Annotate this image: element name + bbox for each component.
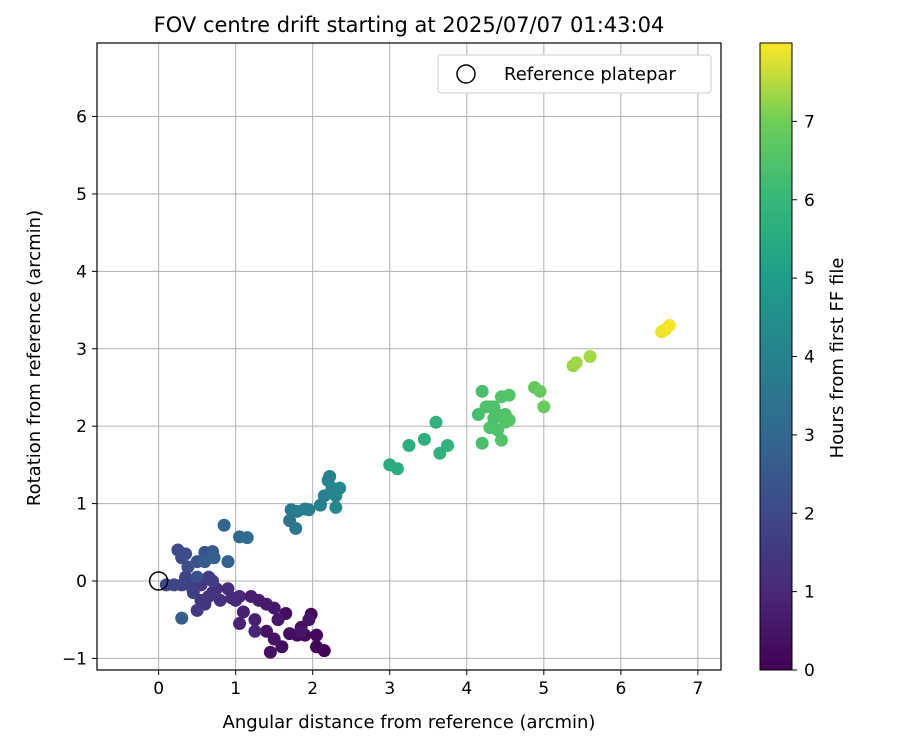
scatter-point: [441, 439, 455, 453]
scatter-point: [310, 628, 324, 642]
reference-platepar-marker: [148, 571, 169, 591]
scatter-point: [429, 415, 443, 429]
x-tick-label: 1: [230, 679, 241, 699]
y-tick-label: 6: [76, 108, 87, 128]
scatter-point: [483, 421, 497, 435]
colorbar-tick-label: 0: [804, 661, 815, 681]
scatter-point: [248, 613, 262, 627]
plot-frame: [96, 42, 722, 671]
scatter-point: [175, 611, 189, 625]
x-tick-label: 5: [538, 679, 549, 699]
legend-marker-icon: [456, 64, 476, 84]
scatter-point: [217, 518, 231, 532]
x-tick-label: 2: [307, 679, 318, 699]
scatter-point: [263, 645, 277, 659]
y-tick-label: 0: [76, 572, 87, 592]
colorbar-tick-label: 4: [804, 348, 815, 368]
scatter-point: [533, 384, 547, 398]
scatter-point: [283, 627, 297, 641]
legend: Reference platepar: [437, 54, 712, 94]
scatter-point: [333, 481, 347, 495]
plot-area: 0 1 2 3 4 5 6 7 −1 0 1 2 3 4 5 6: [62, 42, 722, 699]
y-tick-label: 1: [76, 495, 87, 515]
colorbar-tick-label: 7: [804, 112, 815, 132]
scatter-point: [475, 384, 489, 398]
scatter-point: [583, 350, 597, 363]
y-tick-label: 4: [76, 262, 87, 282]
scatter-point: [240, 531, 254, 545]
y-axis-label: Rotation from reference (arcmin): [24, 210, 45, 506]
scatter-point: [221, 555, 235, 569]
data-points: [159, 319, 676, 659]
scatter-point: [302, 613, 316, 627]
scatter-point: [233, 617, 247, 631]
scatter-point: [190, 603, 204, 617]
x-tick-label: 6: [615, 679, 626, 699]
scatter-point: [179, 547, 193, 561]
scatter-point: [502, 388, 516, 402]
scatter-point: [271, 613, 285, 627]
legend-label: Reference platepar: [504, 64, 676, 85]
scatter-point: [329, 500, 343, 514]
colorbar: 0 1 2 3 4 5 6 7 Hours from first FF file: [759, 42, 848, 681]
colorbar-tick-label: 1: [804, 583, 815, 603]
y-axis-ticks: −1 0 1 2 3 4 5 6: [62, 108, 97, 669]
colorbar-label: Hours from first FF file: [827, 258, 848, 459]
scatter-point: [206, 574, 220, 588]
y-tick-label: 5: [76, 185, 87, 205]
legend-box: [437, 54, 712, 94]
scatter-point: [236, 605, 250, 619]
scatter-point: [479, 400, 493, 414]
scatter-point: [417, 432, 431, 446]
colorbar-gradient: [759, 42, 793, 671]
scatter-point: [221, 582, 235, 596]
colorbar-tick-label: 6: [804, 191, 815, 211]
chart-title: FOV centre drift starting at 2025/07/07 …: [154, 13, 665, 37]
scatter-point: [289, 521, 303, 535]
x-tick-label: 4: [461, 679, 472, 699]
scatter-point: [402, 439, 416, 453]
colorbar-tick-label: 5: [804, 269, 815, 289]
scatter-point: [259, 624, 273, 638]
x-tick-label: 7: [692, 679, 703, 699]
scatter-point: [302, 503, 316, 517]
colorbar-ticks: 0 1 2 3 4 5 6 7: [792, 112, 815, 681]
scatter-point: [244, 589, 258, 603]
scatter-point: [569, 356, 583, 370]
scatter-point: [310, 640, 324, 654]
x-tick-label: 3: [384, 679, 395, 699]
scatter-point: [662, 319, 676, 333]
scatter-point: [537, 400, 551, 414]
y-tick-label: 2: [76, 417, 87, 437]
scatter-point: [494, 433, 508, 447]
scatter-point: [248, 624, 262, 638]
scatter-point: [390, 462, 404, 476]
scatter-point: [207, 551, 221, 565]
scatter-point: [323, 469, 337, 483]
scatter-point: [502, 413, 516, 427]
colorbar-tick-label: 2: [804, 504, 815, 524]
x-axis-ticks: 0 1 2 3 4 5 6 7: [153, 670, 703, 699]
colorbar-tick-label: 3: [804, 426, 815, 446]
scatter-point: [294, 624, 308, 638]
y-tick-label: −1: [62, 649, 87, 669]
x-axis-label: Angular distance from reference (arcmin): [223, 712, 596, 733]
scatter-point: [190, 570, 204, 584]
scatter-point: [475, 436, 489, 450]
grid-lines: [97, 43, 721, 670]
x-tick-label: 0: [153, 679, 164, 699]
y-tick-label: 3: [76, 340, 87, 360]
